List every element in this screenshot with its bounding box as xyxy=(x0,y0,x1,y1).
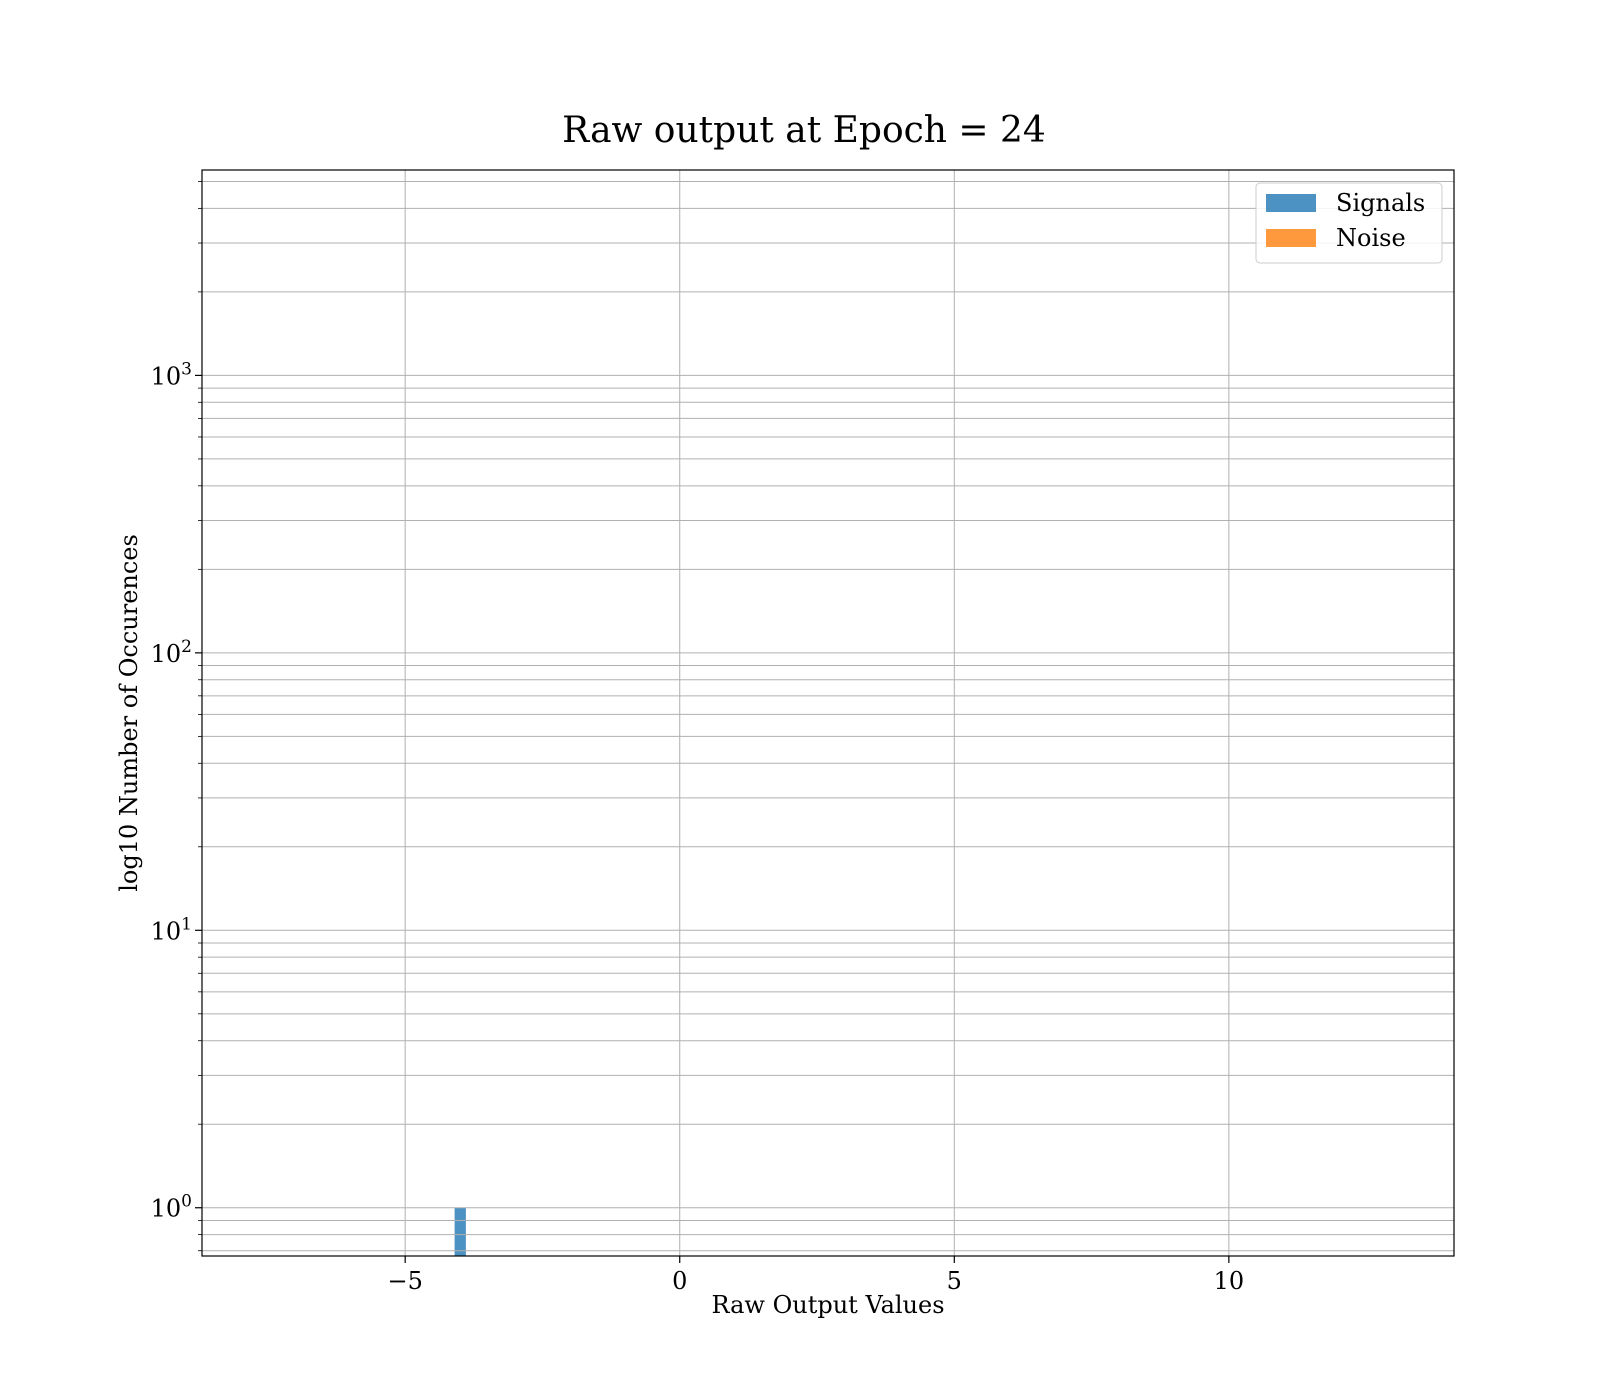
y-tick-label: 100 xyxy=(151,1192,192,1223)
grid-lines xyxy=(202,170,1454,1256)
legend-swatch-signals xyxy=(1266,194,1316,212)
y-axis-label: log10 Number of Occurences xyxy=(115,534,143,892)
x-tick-label: 10 xyxy=(1214,1267,1245,1295)
chart-title: Raw output at Epoch = 24 xyxy=(562,110,1046,151)
x-tick-label: 5 xyxy=(947,1267,962,1295)
signals-bar xyxy=(454,1207,466,1256)
x-tick-label: 0 xyxy=(672,1267,687,1295)
plot-area: −5 0 5 10 100 101 102 103 xyxy=(151,169,1455,1295)
axes-frame xyxy=(201,169,1455,1257)
legend-label-signals: Signals xyxy=(1336,189,1425,217)
x-axis-label: Raw Output Values xyxy=(711,1291,944,1319)
legend: Signals Noise xyxy=(1255,182,1443,264)
legend-swatch-noise xyxy=(1266,229,1316,247)
x-tick-label: −5 xyxy=(387,1267,422,1295)
signals-series xyxy=(454,1207,466,1256)
x-axis-ticks: −5 0 5 10 xyxy=(387,1256,1244,1295)
legend-label-noise: Noise xyxy=(1336,224,1406,252)
y-tick-label: 103 xyxy=(151,359,192,390)
y-tick-label: 101 xyxy=(151,914,192,945)
y-axis-ticks: 100 101 102 103 xyxy=(151,181,202,1252)
y-tick-label: 102 xyxy=(151,637,192,668)
